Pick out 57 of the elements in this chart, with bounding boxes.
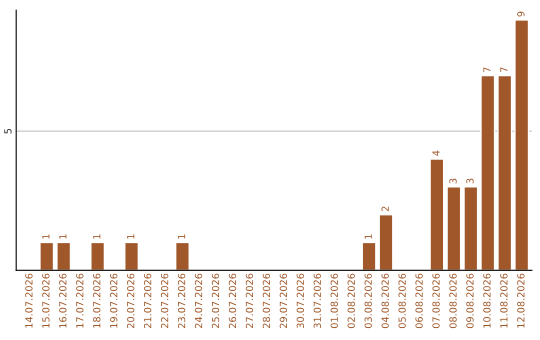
x-tick-label: 18.07.2026 — [93, 274, 100, 328]
x-tick-label: 26.07.2026 — [228, 274, 236, 328]
data-label: 3 — [466, 178, 474, 184]
x-tick-label: 25.07.2026 — [212, 274, 220, 328]
x-tick-label: 06.08.2026 — [415, 274, 423, 328]
x-tick-label: 08.08.2026 — [449, 274, 457, 328]
data-label: 2 — [381, 206, 389, 212]
bar — [124, 242, 140, 270]
data-label: 1 — [127, 234, 134, 239]
bar — [446, 186, 462, 270]
bar — [378, 214, 394, 270]
x-tick-label: 12.08.2026 — [517, 274, 525, 328]
x-tick-label: 14.07.2026 — [25, 274, 33, 328]
x-tick-label: 16.07.2026 — [59, 274, 67, 328]
x-tick-label: 11.08.2026 — [500, 274, 508, 328]
x-tick-label: 02.08.2026 — [348, 274, 355, 328]
x-tick-label: 01.08.2026 — [330, 274, 338, 328]
x-tick-label: 04.08.2026 — [381, 274, 389, 328]
x-tick-label: 17.07.2026 — [76, 274, 84, 328]
x-tick-label: 20.07.2026 — [127, 274, 134, 328]
y-tick-label: 5 — [4, 128, 12, 134]
bar — [480, 74, 496, 270]
x-tick-label: 31.07.2026 — [314, 274, 321, 328]
x-tick-label: 09.08.2026 — [466, 274, 474, 328]
x-tick-label: 30.07.2026 — [296, 274, 304, 328]
data-label: 1 — [59, 234, 66, 239]
bar — [90, 242, 106, 270]
x-tick-label: 19.07.2026 — [110, 274, 118, 328]
bar — [429, 158, 444, 270]
bar — [39, 242, 54, 270]
x-tick-label: 10.08.2026 — [483, 274, 491, 328]
x-tick-label: 29.07.2026 — [280, 274, 288, 328]
data-label: 1 — [42, 234, 50, 239]
bar — [463, 186, 478, 270]
bar — [514, 19, 530, 270]
bar — [497, 74, 512, 270]
x-tick-label: 24.07.2026 — [194, 274, 202, 328]
x-tick-label: 22.07.2026 — [160, 274, 168, 328]
bar — [56, 242, 72, 270]
x-tick-label: 03.08.2026 — [364, 274, 372, 328]
x-tick-label: 21.07.2026 — [144, 274, 152, 328]
x-tick-label: 27.07.2026 — [246, 274, 254, 328]
x-tick-label: 05.08.2026 — [398, 274, 406, 328]
data-label: 1 — [93, 234, 100, 239]
bar — [362, 242, 377, 270]
data-label: 3 — [449, 178, 457, 184]
data-label: 4 — [432, 150, 440, 156]
data-label: 7 — [483, 67, 490, 72]
x-tick-label: 23.07.2026 — [178, 274, 186, 328]
data-label: 1 — [178, 234, 186, 239]
data-label: 7 — [500, 67, 508, 72]
bar — [174, 242, 190, 270]
data-label: 9 — [517, 12, 525, 17]
x-tick-label: 07.08.2026 — [432, 274, 440, 328]
x-tick-label: 15.07.2026 — [42, 274, 50, 328]
data-label: 1 — [364, 234, 372, 239]
x-tick-label: 28.07.2026 — [262, 274, 270, 328]
